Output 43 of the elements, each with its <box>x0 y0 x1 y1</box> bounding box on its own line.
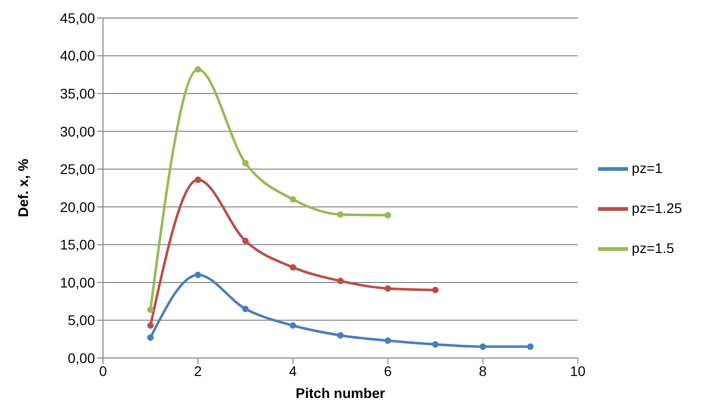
point <box>242 306 249 312</box>
point <box>147 306 154 313</box>
y-tick-label: 15,00 <box>60 236 96 253</box>
y-tick-label: 30,00 <box>60 123 96 140</box>
legend-label: pz=1 <box>632 160 663 176</box>
x-tick-label: 2 <box>194 362 202 379</box>
y-tick-label: 20,00 <box>60 198 96 215</box>
x-tick-label: 8 <box>478 362 487 379</box>
point <box>337 332 344 339</box>
x-tick-label: 4 <box>289 362 298 379</box>
point <box>290 322 296 329</box>
y-tick-label: 25,00 <box>60 161 96 178</box>
x-tick-label: 6 <box>384 362 392 379</box>
legend-label: pz=1.5 <box>632 240 674 256</box>
y-tick-label: 10,00 <box>60 274 96 290</box>
point <box>147 334 154 341</box>
y-tick-label: 5,00 <box>68 312 96 328</box>
point <box>194 66 202 73</box>
point <box>242 238 249 244</box>
point <box>194 176 202 183</box>
point <box>480 343 486 350</box>
point <box>337 278 344 284</box>
x-tick-label: 0 <box>99 362 108 379</box>
point <box>290 196 296 203</box>
x-tick-label: 10 <box>570 362 586 379</box>
legend-label: pz=1.25 <box>632 200 682 216</box>
point <box>147 322 154 329</box>
point <box>384 337 392 344</box>
y-tick-label: 35,00 <box>60 86 96 102</box>
point <box>290 264 296 271</box>
y-tick-label: 40,00 <box>60 48 96 64</box>
x-axis-title: Pitch number <box>296 385 386 401</box>
y-axis-title: Def. x, % <box>14 158 31 218</box>
point <box>384 212 392 218</box>
point <box>337 211 344 218</box>
point <box>527 343 534 350</box>
point <box>384 285 392 292</box>
point <box>432 341 439 348</box>
y-tick-label: 45,00 <box>60 10 96 26</box>
point <box>432 286 439 294</box>
point <box>242 160 249 166</box>
y-tick-label: 0,00 <box>68 350 96 366</box>
point <box>194 272 202 278</box>
